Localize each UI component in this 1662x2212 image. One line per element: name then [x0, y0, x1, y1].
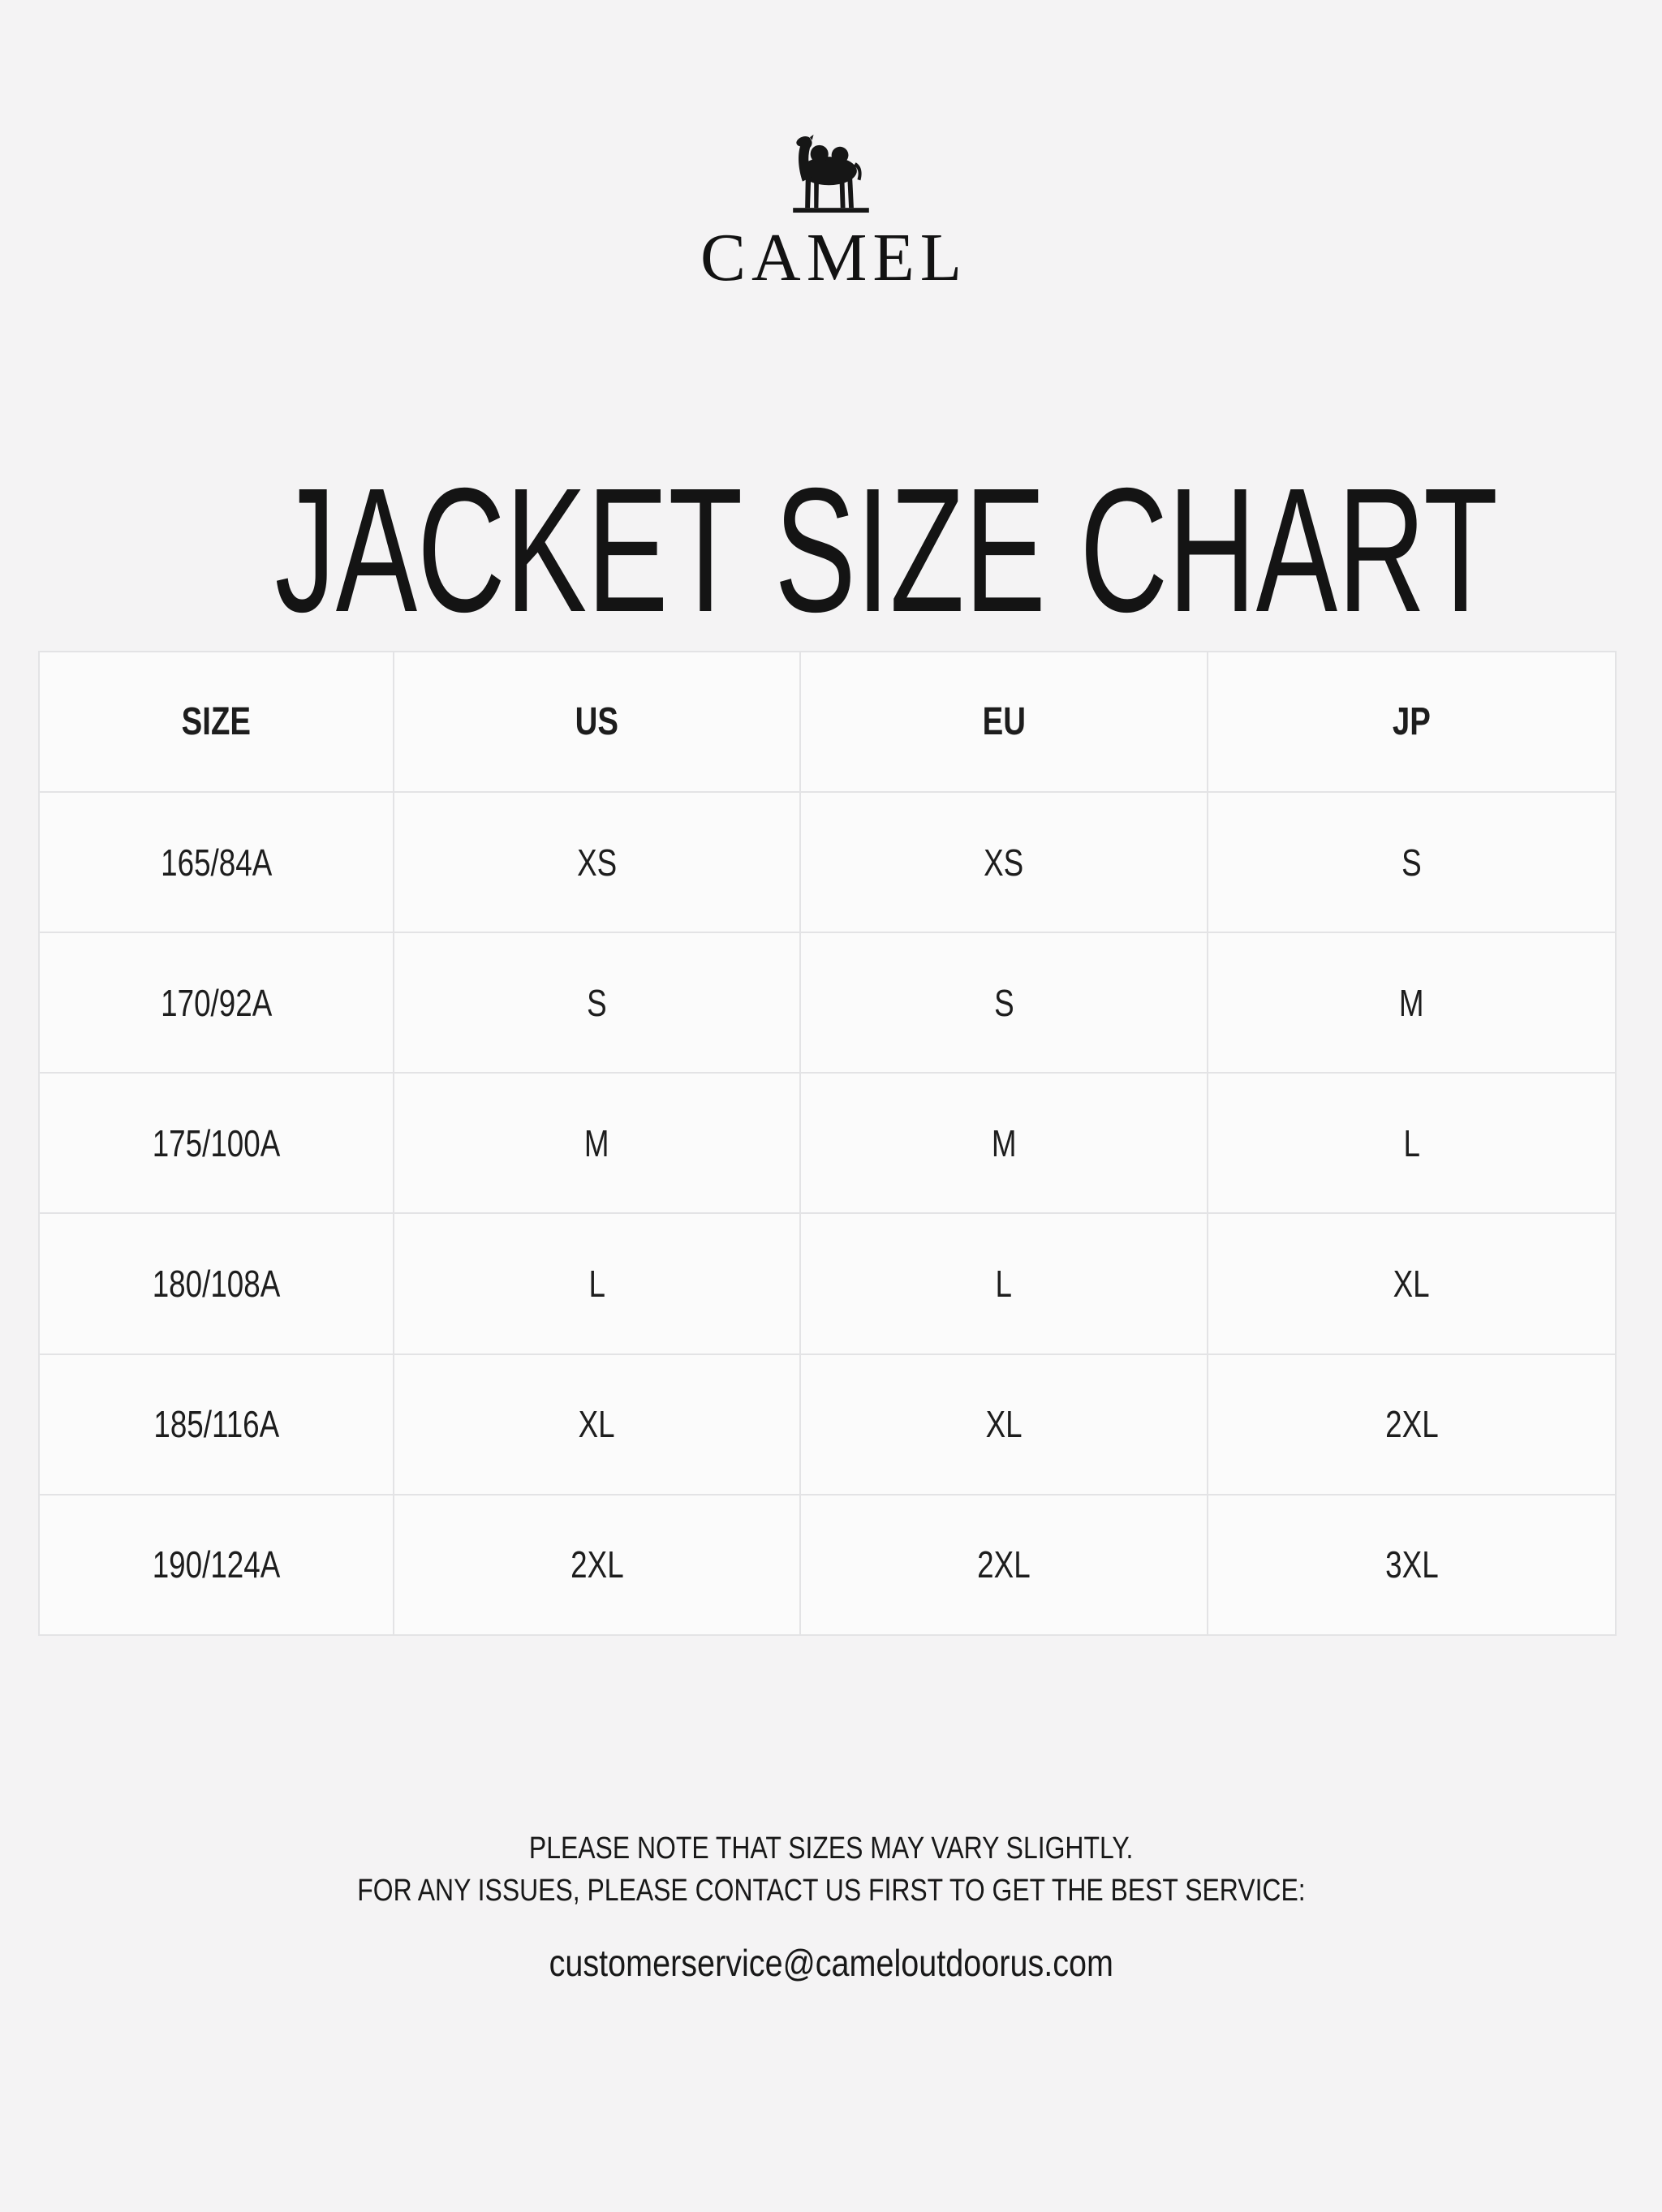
- cell-us-value: XS: [576, 841, 618, 884]
- cell-eu-value: L: [995, 1263, 1013, 1306]
- cell-eu-value: XL: [985, 1403, 1023, 1446]
- cell-eu-value: XS: [984, 841, 1024, 884]
- cell-jp: 2XL: [1207, 1353, 1617, 1495]
- table-header-row: SIZE US EU JP: [38, 651, 1617, 793]
- cell-jp: 3XL: [1207, 1493, 1617, 1637]
- table-row: 185/116A XL XL 2XL: [38, 1353, 1617, 1495]
- table-row: 170/92A S S M: [38, 932, 1617, 1074]
- page-title-text: JACKET SIZE CHART: [274, 452, 1498, 650]
- cell-us-value: M: [584, 1121, 609, 1164]
- cell-us: 2XL: [393, 1493, 801, 1637]
- cell-jp: M: [1207, 932, 1617, 1074]
- cell-eu: XS: [799, 790, 1208, 934]
- cell-size-value: 175/100A: [152, 1121, 281, 1164]
- camel-logo-icon: [793, 134, 869, 213]
- cell-us-value: 2XL: [570, 1543, 624, 1586]
- table-row: 180/108A L L XL: [38, 1212, 1617, 1355]
- page-title: JACKET SIZE CHART: [0, 463, 1662, 639]
- cell-size: 170/92A: [38, 932, 394, 1074]
- cell-eu: L: [799, 1212, 1208, 1355]
- cell-us: XS: [393, 790, 801, 934]
- cell-jp-value: 3XL: [1384, 1543, 1439, 1586]
- cell-us: XL: [393, 1353, 801, 1495]
- table-row: 165/84A XS XS S: [38, 790, 1617, 934]
- cell-us-value: S: [587, 981, 607, 1024]
- contact-email: customerservice@cameloutdoorus.com: [0, 1943, 1662, 1984]
- cell-size: 175/100A: [38, 1072, 394, 1215]
- column-header-jp-label: JP: [1393, 700, 1431, 743]
- cell-us: M: [393, 1072, 801, 1215]
- contact-email-text: customerservice@cameloutdoorus.com: [549, 1942, 1113, 1984]
- footer-note: PLEASE NOTE THAT SIZES MAY VARY SLIGHTLY…: [0, 1827, 1662, 1912]
- cell-eu: S: [799, 932, 1208, 1074]
- cell-eu-value: M: [991, 1121, 1017, 1164]
- column-header-size: SIZE: [38, 651, 394, 793]
- cell-size: 180/108A: [38, 1212, 394, 1355]
- cell-eu: XL: [799, 1353, 1208, 1495]
- cell-jp-value: XL: [1393, 1263, 1430, 1306]
- column-header-jp: JP: [1207, 651, 1617, 793]
- size-chart-table: SIZE US EU JP 165/84A XS XS S 170/92A S …: [38, 651, 1617, 1637]
- cell-eu-value: 2XL: [977, 1543, 1031, 1586]
- column-header-us-label: US: [575, 700, 619, 743]
- footer-note-line2-text: FOR ANY ISSUES, PLEASE CONTACT US FIRST …: [356, 1874, 1306, 1908]
- cell-us-value: XL: [578, 1403, 615, 1446]
- column-header-eu-label: EU: [982, 700, 1026, 743]
- cell-size-value: 180/108A: [152, 1263, 281, 1306]
- footer-note-line2: FOR ANY ISSUES, PLEASE CONTACT US FIRST …: [0, 1870, 1662, 1912]
- cell-size: 185/116A: [38, 1353, 394, 1495]
- cell-eu-value: S: [993, 981, 1014, 1024]
- table-row: 190/124A 2XL 2XL 3XL: [38, 1493, 1617, 1637]
- cell-jp-value: S: [1402, 841, 1422, 884]
- column-header-eu: EU: [799, 651, 1208, 793]
- cell-us: S: [393, 932, 801, 1074]
- cell-size-value: 170/92A: [160, 981, 273, 1024]
- cell-jp-value: M: [1399, 981, 1424, 1024]
- cell-jp-value: 2XL: [1384, 1403, 1439, 1446]
- cell-jp: XL: [1207, 1212, 1617, 1355]
- cell-eu: M: [799, 1072, 1208, 1215]
- cell-size-value: 165/84A: [160, 841, 273, 884]
- table-row: 175/100A M M L: [38, 1072, 1617, 1215]
- cell-jp: S: [1207, 790, 1617, 934]
- column-header-size-label: SIZE: [181, 700, 252, 743]
- cell-size-value: 190/124A: [152, 1543, 281, 1586]
- column-header-us: US: [393, 651, 801, 793]
- brand-name: CAMEL: [700, 220, 967, 295]
- cell-jp-value: L: [1403, 1121, 1420, 1164]
- cell-eu: 2XL: [799, 1493, 1208, 1637]
- cell-size-value: 185/116A: [153, 1403, 279, 1446]
- brand-logo: CAMEL: [0, 122, 1662, 292]
- footer-note-line1: PLEASE NOTE THAT SIZES MAY VARY SLIGHTLY…: [0, 1827, 1662, 1870]
- cell-size: 165/84A: [38, 790, 394, 934]
- cell-us-value: L: [588, 1263, 605, 1306]
- cell-size: 190/124A: [38, 1493, 394, 1637]
- cell-jp: L: [1207, 1072, 1617, 1215]
- cell-us: L: [393, 1212, 801, 1355]
- footer-note-line1-text: PLEASE NOTE THAT SIZES MAY VARY SLIGHTLY…: [528, 1831, 1134, 1866]
